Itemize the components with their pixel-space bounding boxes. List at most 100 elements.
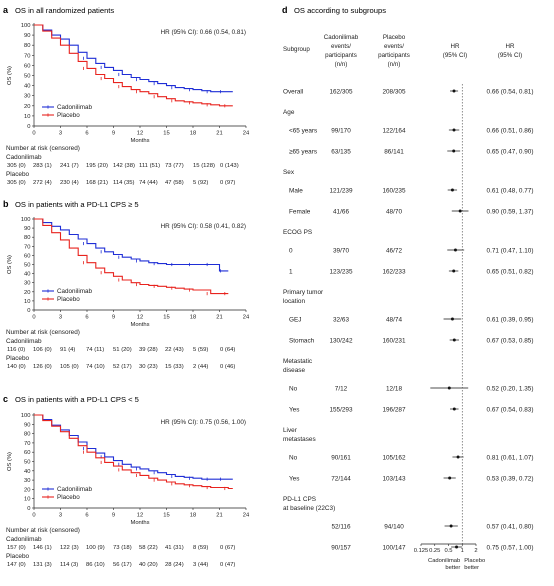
placebo-events: 208/305 [382,88,406,95]
placebo-events: 160/231 [382,337,406,344]
risk-cell: 305 (0) [7,180,26,186]
legend-label: Placebo [57,296,80,303]
hr-point [452,149,456,153]
hr-point [450,188,454,192]
subgroup-label: Overall [283,88,303,95]
risk-cell: 74 (11) [86,347,104,353]
x-tick-label: 6 [85,315,88,321]
y-tick-label: 0 [27,308,30,314]
hr-point [452,269,456,273]
placebo-events: 162/233 [382,268,406,275]
subgroup-label: Female [289,208,311,215]
header-subgroup: Subgroup [283,46,310,53]
risk-cell: 91 (4) [60,347,75,353]
subgroup-label: Male [289,187,303,194]
x-tick-label: 3 [59,131,62,137]
hr-ci-text: 0.71 (0.47, 1.10) [487,247,534,254]
subgroup-heading: at baseline (22C3) [283,505,335,512]
risk-row-label: Placebo [6,553,30,560]
hr-point [448,476,452,480]
y-tick-label: 90 [24,226,30,232]
subgroup-heading: location [283,298,305,305]
header-hr: HR [451,43,460,50]
risk-cell: 100 (9) [86,545,105,551]
y-tick-label: 10 [24,114,30,120]
cadonilimab-events: 72/144 [331,475,351,482]
x-tick-label: 12 [137,315,143,321]
risk-cell: 0 (47) [220,562,235,568]
y-tick-label: 90 [24,33,30,39]
hazard-ratio-label: HR (95% CI): 0.75 (0.56, 1.00) [161,419,246,426]
x-tick-label: 24 [243,131,250,137]
header-cadonilimab: (n/n) [335,61,348,68]
hr-point [452,338,456,342]
hr-ci-text: 0.66 (0.51, 0.86) [487,127,534,134]
cadonilimab-events: 99/170 [331,127,351,134]
risk-cell: 39 (28) [139,347,158,353]
panel-title: OS in all randomized patients [15,6,114,15]
hr-ci-text: 0.67 (0.54, 0.83) [487,406,534,413]
risk-cell: 74 (44) [139,180,158,186]
y-tick-label: 60 [24,253,30,259]
risk-cell: 28 (24) [165,562,184,568]
y-tick-label: 60 [24,450,30,456]
km-curve-cadonilimab [34,414,233,480]
risk-cell: 0 (46) [220,364,235,370]
risk-row-label: Cadonilimab [6,154,42,161]
header-cadonilimab: events/ [331,43,351,50]
subgroup-heading: Age [283,109,295,116]
hr-point [456,455,460,459]
y-tick-label: 50 [24,74,30,80]
cadonilimab-events: 52/116 [331,523,351,530]
subgroup-label: No [289,385,298,392]
placebo-events: 196/287 [382,406,406,413]
subgroup-label: 1 [289,268,293,275]
placebo-events: 103/143 [382,475,406,482]
y-axis-label: OS (%) [7,452,13,471]
x-tick-label: 24 [243,513,250,519]
y-tick-label: 30 [24,94,30,100]
hr-point [455,545,459,549]
risk-cell: 8 (59) [193,545,208,551]
risk-cell: 56 (17) [113,562,132,568]
subgroup-label: 0 [289,247,293,254]
hr-ci-text: 0.75 (0.57, 1.00) [487,544,534,551]
legend-label: Cadonilimab [57,486,92,493]
risk-cell: 283 (1) [33,163,52,169]
y-tick-label: 100 [21,413,31,419]
placebo-events: 122/164 [382,127,406,134]
subgroup-label: <65 years [289,127,317,134]
y-tick-label: 20 [24,104,30,110]
risk-cell: 146 (1) [33,545,52,551]
risk-cell: 30 (23) [139,364,158,370]
hr-ci-text: 0.52 (0.20, 1.35) [487,385,534,392]
y-axis-label: OS (%) [7,255,13,274]
cadonilimab-events: 63/135 [331,148,351,155]
header-hr-ci: (95% CI) [498,52,522,59]
favors-cadonilimab: Cadonilimab [428,558,460,564]
risk-cell: 116 (0) [7,347,25,353]
risk-cell: 5 (59) [193,347,208,353]
favors-placebo: better [464,565,479,571]
forest-tick-label: 2 [474,548,477,554]
subgroup-heading: Primary tumor [283,289,324,296]
forest-tick-label: 0.125 [414,548,429,554]
risk-cell: 86 (10) [86,562,105,568]
risk-cell: 5 (92) [193,180,208,186]
risk-row-label: Placebo [6,355,30,362]
x-tick-label: 0 [32,513,35,519]
risk-cell: 122 (3) [60,545,79,551]
y-tick-label: 40 [24,272,30,278]
risk-table-title: Number at risk (censored) [6,527,80,534]
risk-cell: 2 (44) [193,364,208,370]
panel-letter: c [3,394,8,404]
placebo-events: 105/162 [382,454,406,461]
risk-cell: 51 (20) [113,347,132,353]
y-tick-label: 70 [24,244,30,250]
hazard-ratio-label: HR (95% CI): 0.66 (0.54, 0.81) [161,29,246,36]
risk-cell: 105 (0) [60,364,79,370]
y-axis-label: OS (%) [7,66,13,85]
cadonilimab-events: 121/239 [329,187,353,194]
y-tick-label: 80 [24,43,30,49]
cadonilimab-events: 90/157 [331,544,351,551]
